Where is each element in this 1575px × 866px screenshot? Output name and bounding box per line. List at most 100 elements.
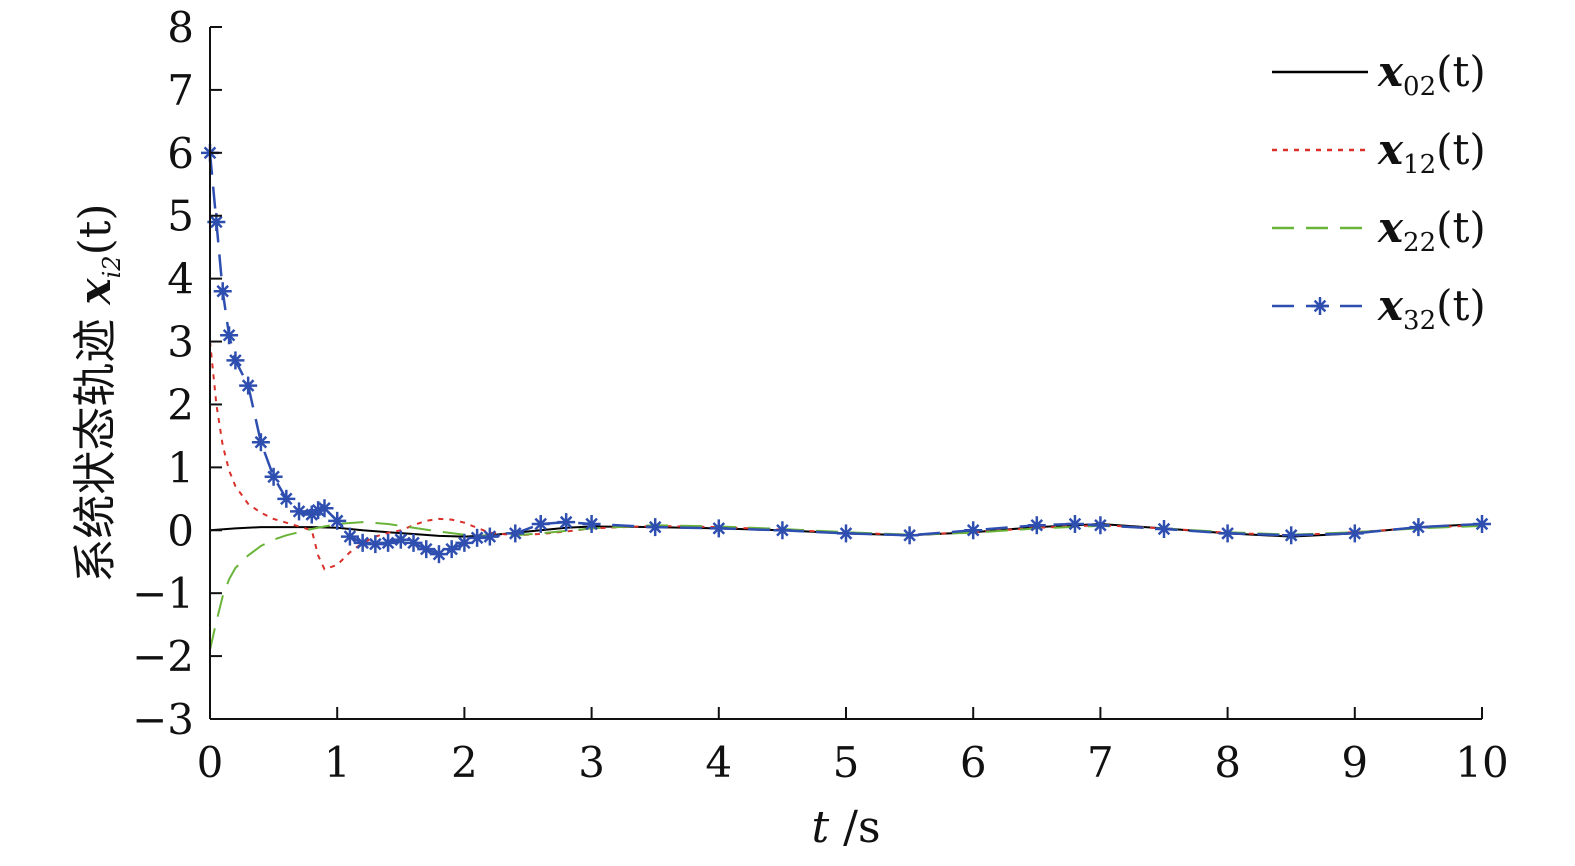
x-axis-label-var: t bbox=[811, 802, 829, 853]
series-marker bbox=[773, 521, 792, 540]
plot-area bbox=[201, 143, 1491, 651]
x-tick-label: 1 bbox=[324, 738, 351, 787]
series-marker bbox=[468, 528, 487, 547]
legend-label-arg: (t) bbox=[1436, 125, 1486, 174]
series-marker bbox=[1345, 524, 1364, 543]
series-marker bbox=[646, 518, 665, 537]
series-marker bbox=[417, 540, 436, 559]
series-marker bbox=[1155, 520, 1173, 539]
legend-label-var: x bbox=[1377, 203, 1404, 252]
series-marker bbox=[1473, 514, 1491, 533]
series-marker bbox=[264, 467, 283, 486]
x-tick-label: 2 bbox=[451, 738, 478, 787]
series-marker bbox=[442, 540, 461, 559]
y-tick-label: −3 bbox=[132, 695, 194, 744]
series-marker bbox=[328, 511, 347, 530]
legend-entry: x12(t) bbox=[1272, 125, 1486, 180]
series-marker bbox=[1409, 518, 1428, 537]
y-axis-label: 系统状态轨迹 xi2(t) bbox=[70, 203, 126, 582]
y-tick-label: −1 bbox=[132, 569, 194, 618]
x-tick-label: 9 bbox=[1341, 738, 1368, 787]
x-tick-label: 7 bbox=[1087, 738, 1114, 787]
legend-entry: x22(t) bbox=[1272, 203, 1486, 258]
series-marker bbox=[226, 351, 245, 370]
legend-label-arg: (t) bbox=[1436, 203, 1486, 252]
legend-label-arg: (t) bbox=[1436, 47, 1486, 96]
y-tick-label: −2 bbox=[132, 632, 194, 681]
series-marker bbox=[455, 533, 474, 552]
x-axis-label: t /s bbox=[811, 802, 880, 853]
series-marker bbox=[1027, 516, 1046, 535]
series-marker bbox=[353, 533, 372, 552]
series-marker bbox=[213, 282, 232, 301]
legend-label-var: x bbox=[1377, 47, 1404, 96]
series-marker bbox=[480, 527, 499, 546]
series-marker bbox=[379, 533, 398, 552]
y-tick-label: 7 bbox=[167, 66, 194, 115]
series-marker bbox=[429, 545, 448, 564]
y-tick-label: 0 bbox=[167, 506, 194, 555]
y-axis-label-var: x bbox=[70, 278, 121, 306]
series-marker bbox=[1065, 514, 1084, 533]
series-marker bbox=[506, 524, 525, 543]
x-tick-label: 10 bbox=[1455, 738, 1508, 787]
series-marker bbox=[251, 433, 270, 452]
legend: x02(t)x12(t)x22(t)x32(t) bbox=[1272, 47, 1486, 336]
x-tick-label: 3 bbox=[578, 738, 605, 787]
y-tick-label: 1 bbox=[167, 443, 194, 492]
series-marker bbox=[391, 530, 410, 549]
series-line-x12t bbox=[209, 341, 1483, 571]
legend-label-sub: 32 bbox=[1403, 306, 1436, 336]
series-marker bbox=[315, 499, 334, 518]
y-tick-label: 4 bbox=[167, 255, 194, 304]
x-axis-label-unit: /s bbox=[829, 802, 880, 853]
legend-label: x32(t) bbox=[1377, 281, 1486, 336]
series-marker bbox=[220, 326, 239, 345]
series-marker bbox=[709, 519, 728, 538]
legend-marker bbox=[1311, 297, 1329, 315]
legend-label-sub: 02 bbox=[1403, 72, 1436, 102]
series-marker bbox=[557, 513, 576, 532]
series-marker bbox=[290, 502, 309, 521]
y-tick-label: 5 bbox=[167, 192, 194, 241]
legend-label-var: x bbox=[1377, 281, 1404, 330]
legend-label: x02(t) bbox=[1377, 47, 1486, 102]
y-axis-label-sub: i2 bbox=[98, 255, 126, 278]
y-tick-label: 6 bbox=[167, 129, 194, 178]
series-marker bbox=[404, 533, 423, 552]
series-marker bbox=[582, 514, 601, 533]
y-tick-label: 8 bbox=[167, 3, 194, 52]
y-tick-label: 3 bbox=[167, 318, 194, 367]
series-marker bbox=[964, 521, 983, 540]
series-marker bbox=[531, 514, 550, 533]
series-marker bbox=[239, 376, 258, 395]
series-marker bbox=[277, 489, 296, 508]
y-tick-label: 2 bbox=[167, 380, 194, 429]
y-axis-label-arg: (t) bbox=[70, 203, 121, 255]
legend-label-var: x bbox=[1377, 125, 1404, 174]
series-marker bbox=[340, 527, 359, 546]
x-tick-label: 5 bbox=[833, 738, 860, 787]
series-line-x32t bbox=[208, 152, 1483, 556]
x-tick-label: 8 bbox=[1214, 738, 1241, 787]
legend-label-sub: 22 bbox=[1403, 228, 1436, 258]
y-axis-label-text: 系统状态轨迹 bbox=[70, 305, 121, 583]
legend-entry: x02(t) bbox=[1272, 47, 1486, 102]
series-marker bbox=[1091, 516, 1110, 535]
x-tick-label: 4 bbox=[705, 738, 732, 787]
legend-label: x22(t) bbox=[1377, 203, 1486, 258]
series-marker bbox=[900, 526, 919, 545]
series-marker bbox=[1282, 526, 1301, 545]
legend-label: x12(t) bbox=[1377, 125, 1486, 180]
legend-label-arg: (t) bbox=[1436, 281, 1486, 330]
x-tick-label: 6 bbox=[960, 738, 987, 787]
axis-labels: t /s 系统状态轨迹 xi2(t) bbox=[70, 203, 881, 853]
series-marker bbox=[1218, 524, 1237, 543]
legend-label-sub: 12 bbox=[1403, 150, 1436, 180]
x-tick-label: 0 bbox=[197, 738, 224, 787]
legend-entry: x32(t) bbox=[1272, 281, 1486, 336]
series-marker bbox=[837, 524, 855, 543]
